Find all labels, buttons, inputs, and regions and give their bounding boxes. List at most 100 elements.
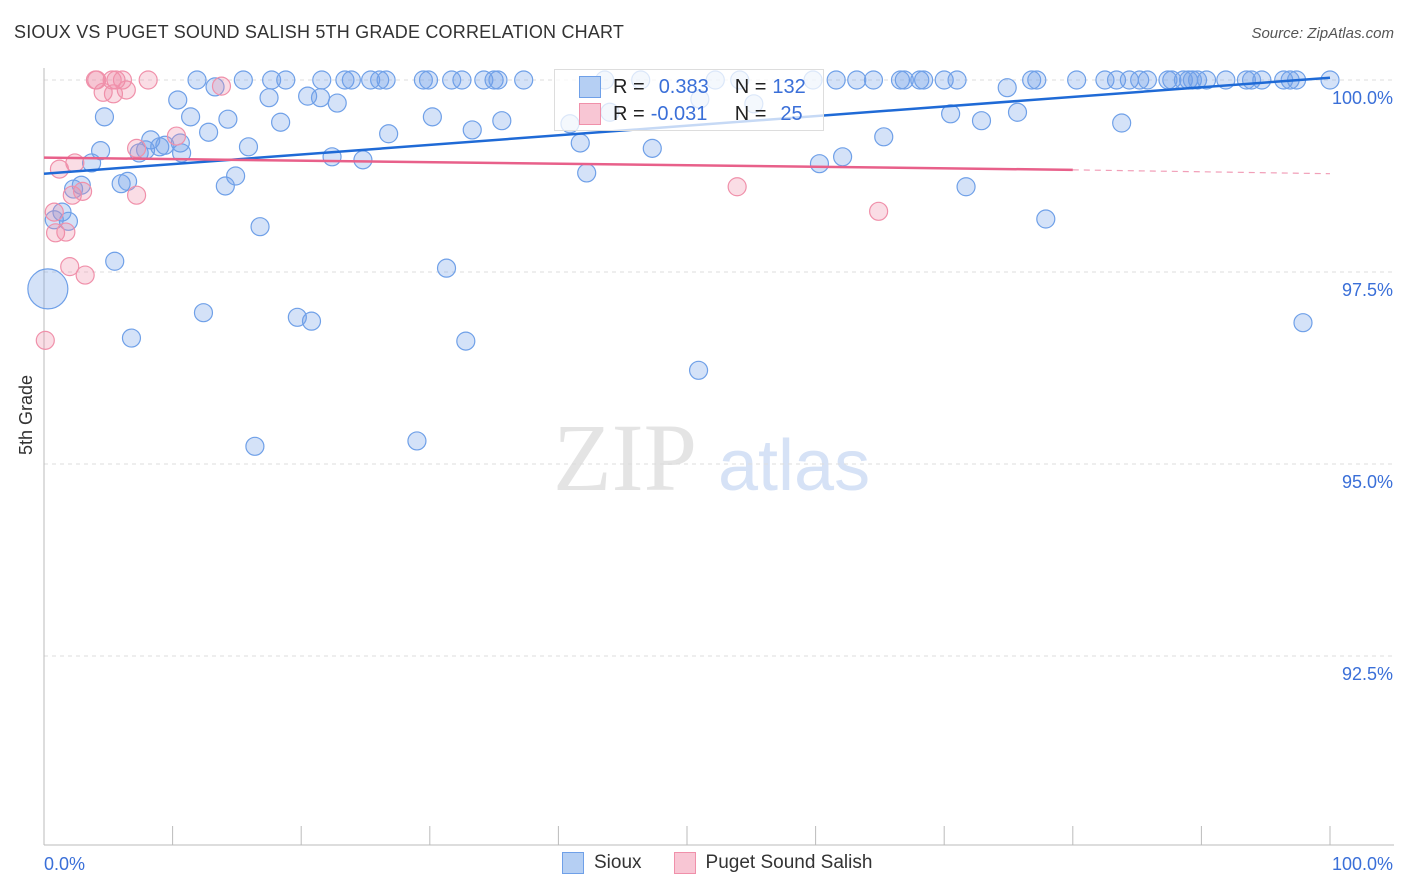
sioux-point: [456, 331, 476, 351]
sioux-point: [205, 77, 225, 97]
n-value: 25: [780, 102, 803, 125]
sioux-point: [488, 70, 508, 90]
sioux-point: [181, 107, 201, 127]
sioux-point: [1036, 209, 1056, 229]
sioux-point: [1196, 70, 1217, 90]
puget-legend-label: Puget Sound Salish: [705, 852, 873, 873]
puget-point: [35, 330, 55, 350]
sioux-point: [1067, 70, 1087, 90]
sioux-point: [874, 127, 894, 147]
sioux-point: [301, 311, 322, 331]
sioux-point: [370, 70, 390, 90]
sioux-point: [1130, 70, 1150, 90]
sioux-point: [215, 176, 235, 196]
series-legend: Sioux Puget Sound Salish: [562, 852, 872, 874]
x-tick-label: 0.0%: [44, 854, 85, 874]
sioux-point: [894, 70, 914, 90]
sioux-point: [642, 138, 662, 158]
sioux-point: [914, 70, 934, 90]
puget-point: [138, 70, 158, 90]
sioux-point: [218, 109, 238, 129]
sioux-point: [271, 112, 291, 132]
puget-legend-swatch: [673, 852, 696, 874]
sioux-point: [187, 70, 207, 90]
puget-point: [45, 223, 66, 243]
sioux-point: [442, 70, 462, 90]
y-tick-label: 97.5%: [1342, 280, 1393, 300]
sioux-legend-swatch: [562, 852, 584, 874]
sioux-point: [117, 171, 138, 191]
sioux-point: [1293, 313, 1313, 333]
sioux-point: [826, 70, 846, 90]
sioux-point: [310, 88, 331, 108]
sioux-point: [418, 70, 439, 90]
sioux-point: [27, 268, 69, 310]
sioux-legend-label: Sioux: [594, 852, 642, 873]
sioux-point: [353, 150, 373, 170]
sioux-point: [577, 163, 597, 183]
sioux-point: [863, 70, 884, 90]
puget-point: [211, 76, 232, 96]
puget-point: [56, 222, 76, 242]
sioux-point: [376, 70, 396, 90]
sioux-point: [379, 124, 399, 144]
sioux-point: [1137, 70, 1157, 90]
sioux-point: [1252, 70, 1272, 90]
sioux-point: [1027, 70, 1047, 90]
sioux-point: [1022, 70, 1042, 90]
legend-row-puget: R = -0.031 N = 25: [579, 101, 803, 127]
puget-point: [166, 126, 187, 146]
puget-point: [62, 185, 82, 205]
sioux-point: [245, 436, 265, 456]
sioux-point: [193, 303, 214, 323]
sioux-point: [407, 431, 427, 451]
r-label: R =: [613, 102, 645, 125]
puget-point: [44, 202, 64, 222]
puget-point: [112, 70, 133, 90]
sioux-point: [1095, 70, 1115, 90]
sioux-point: [956, 177, 976, 197]
sioux-point: [121, 328, 142, 348]
sioux-point: [436, 258, 457, 278]
sioux-point: [847, 70, 867, 90]
puget-point: [49, 159, 70, 179]
sioux-point: [259, 88, 279, 108]
stats-legend: R = 0.383 N = 132 R = -0.031 N = 25: [554, 69, 824, 131]
sioux-point: [199, 122, 219, 142]
x-tick-label: 100.0%: [1332, 854, 1393, 874]
puget-point: [116, 80, 136, 100]
sioux-point: [971, 111, 992, 131]
sioux-point: [413, 70, 433, 90]
puget-point: [727, 177, 747, 197]
y-tick-label: 95.0%: [1342, 472, 1393, 492]
n-label: N =: [734, 75, 767, 98]
sioux-swatch: [579, 76, 601, 98]
sioux-point: [1007, 102, 1028, 122]
chart-title: SIOUX VS PUGET SOUND SALISH 5TH GRADE CO…: [14, 22, 625, 42]
y-tick-label: 92.5%: [1342, 664, 1393, 684]
watermark-zip: ZIP: [553, 404, 697, 511]
sioux-point: [688, 360, 709, 380]
puget-point: [103, 84, 124, 104]
r-label: R =: [613, 75, 645, 98]
sioux-point: [312, 70, 332, 90]
sioux-point: [833, 147, 853, 167]
sioux-point: [233, 70, 253, 90]
sioux-point: [327, 93, 347, 113]
sioux-point: [226, 166, 246, 186]
n-label: N =: [734, 102, 767, 125]
r-value: -0.031: [650, 102, 708, 125]
sioux-point: [105, 251, 125, 271]
puget-point: [93, 82, 113, 102]
sioux-point: [570, 133, 590, 153]
n-value: 132: [772, 75, 806, 98]
y-tick-label: 100.0%: [1332, 88, 1393, 108]
sioux-point: [1112, 113, 1132, 133]
sioux-point: [997, 78, 1017, 98]
sioux-point: [168, 90, 188, 110]
sioux-point: [335, 70, 355, 90]
puget-point: [75, 265, 95, 285]
sioux-point: [94, 107, 115, 127]
